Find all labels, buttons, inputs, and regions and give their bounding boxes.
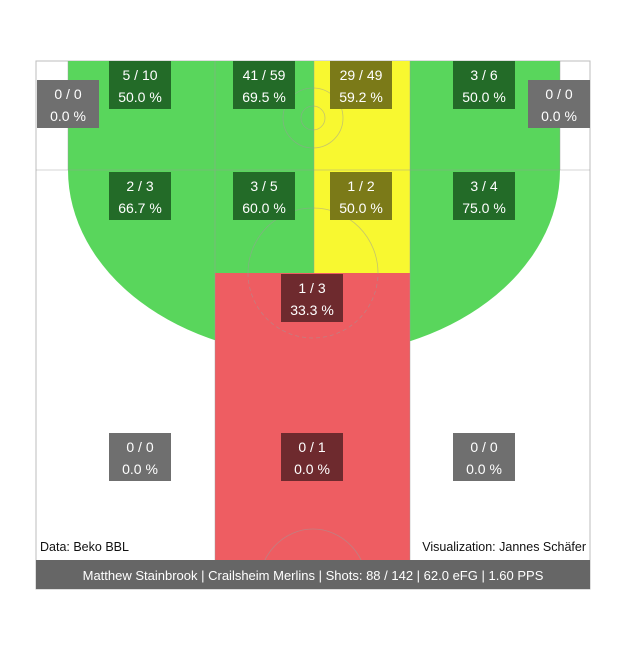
zone-percentage: 0.0 % <box>541 108 577 124</box>
zone-label-restricted-area: 0 / 1 0.0 % <box>281 433 343 481</box>
zone-ratio: 5 / 10 <box>122 67 157 83</box>
zone-ratio: 3 / 5 <box>250 178 277 194</box>
visualization-credit: Visualization: Jannes Schäfer <box>422 540 586 554</box>
zone-label-box <box>330 61 392 109</box>
zone-label-box <box>109 172 171 220</box>
zone-label-box <box>37 80 99 128</box>
zone-label-baseline-right-two: 0 / 0 0.0 % <box>453 433 515 481</box>
zone-label-box <box>453 61 515 109</box>
footer-summary: Matthew Stainbrook | Crailsheim Merlins … <box>83 568 544 583</box>
zone-label-box <box>281 433 343 481</box>
zone-percentage: 0.0 % <box>50 108 86 124</box>
zone-ratio: 41 / 59 <box>243 67 286 83</box>
zone-label-box <box>233 61 295 109</box>
zone-ratio: 0 / 0 <box>470 439 497 455</box>
zone-percentage: 33.3 % <box>290 302 334 318</box>
zone-percentage: 0.0 % <box>466 461 502 477</box>
zone-label-box <box>109 433 171 481</box>
zone-percentage: 50.0 % <box>339 200 383 216</box>
zone-label-baseline-left-two: 0 / 0 0.0 % <box>109 433 171 481</box>
zone-label-corner-right-three: 0 / 0 0.0 % <box>528 80 590 128</box>
zone-percentage: 59.2 % <box>339 89 383 105</box>
paint-zone <box>215 273 410 589</box>
zone-label-box <box>330 172 392 220</box>
zone-ratio: 3 / 6 <box>470 67 497 83</box>
zone-label-corner-left-three: 0 / 0 0.0 % <box>37 80 99 128</box>
zone-label-box <box>453 433 515 481</box>
zone-percentage: 69.5 % <box>242 89 286 105</box>
zone-label-left-long-two: 2 / 3 66.7 % <box>109 172 171 220</box>
zone-label-wing-left-three: 5 / 10 50.0 % <box>109 61 171 109</box>
zone-label-wing-right-three: 3 / 6 50.0 % <box>453 61 515 109</box>
zone-label-box <box>453 172 515 220</box>
zone-label-box <box>109 61 171 109</box>
zone-label-center-left-three: 41 / 59 69.5 % <box>233 61 295 109</box>
zone-ratio: 0 / 1 <box>298 439 325 455</box>
zone-label-center-right-mid: 1 / 2 50.0 % <box>330 172 392 220</box>
zone-percentage: 66.7 % <box>118 200 162 216</box>
zone-label-box <box>281 274 343 322</box>
zone-label-center-left-mid: 3 / 5 60.0 % <box>233 172 295 220</box>
zone-percentage: 60.0 % <box>242 200 286 216</box>
zone-percentage: 0.0 % <box>122 461 158 477</box>
zone-percentage: 0.0 % <box>294 461 330 477</box>
zone-ratio: 2 / 3 <box>126 178 153 194</box>
footer-bar <box>36 560 590 589</box>
zone-percentage: 50.0 % <box>118 89 162 105</box>
zone-ratio: 3 / 4 <box>470 178 497 194</box>
zone-label-right-long-two: 3 / 4 75.0 % <box>453 172 515 220</box>
zone-label-box <box>233 172 295 220</box>
zone-ratio: 0 / 0 <box>54 86 81 102</box>
zone-ratio: 29 / 49 <box>340 67 383 83</box>
zone-ratio: 1 / 2 <box>347 178 374 194</box>
zone-label-box <box>528 80 590 128</box>
zone-ratio: 1 / 3 <box>298 280 325 296</box>
zone-percentage: 75.0 % <box>462 200 506 216</box>
zone-ratio: 0 / 0 <box>126 439 153 455</box>
zone-label-paint-upper: 1 / 3 33.3 % <box>281 274 343 322</box>
zone-label-center-right-three: 29 / 49 59.2 % <box>330 61 392 109</box>
zone-percentage: 50.0 % <box>462 89 506 105</box>
zone-ratio: 0 / 0 <box>545 86 572 102</box>
zone-labels: 0 / 0 0.0 % 5 / 10 50.0 % 41 / 59 69.5 % 29 / … <box>37 61 590 481</box>
data-source: Data: Beko BBL <box>40 540 129 554</box>
